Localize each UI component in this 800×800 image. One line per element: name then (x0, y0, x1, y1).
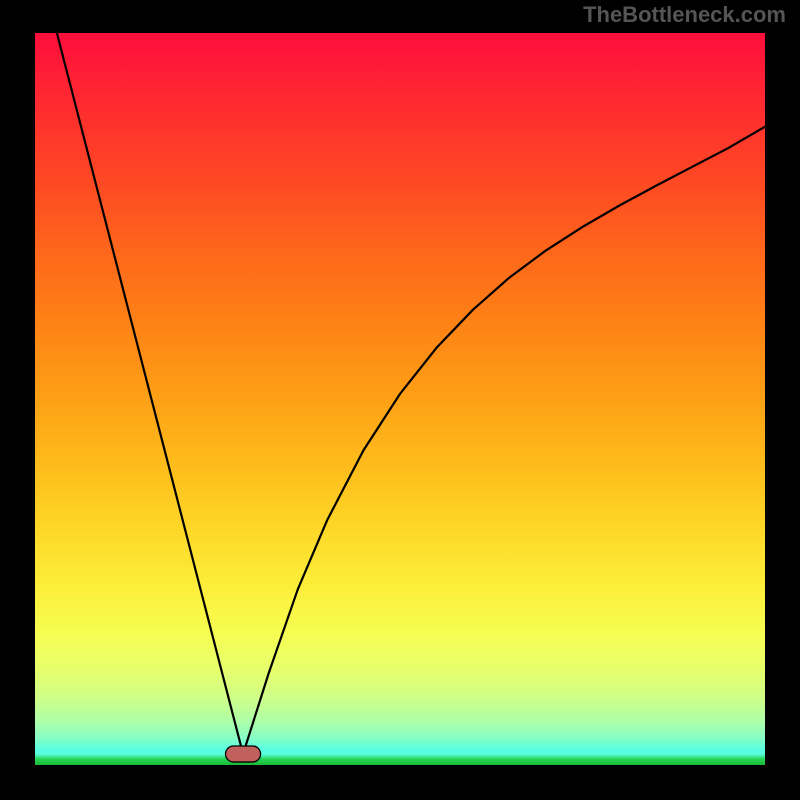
gradient-background (35, 33, 765, 765)
chart-container: TheBottleneck.com (0, 0, 800, 800)
chart-svg (35, 33, 765, 765)
watermark-text: TheBottleneck.com (583, 2, 786, 28)
plot-area (35, 33, 765, 765)
optimal-marker (226, 746, 261, 762)
